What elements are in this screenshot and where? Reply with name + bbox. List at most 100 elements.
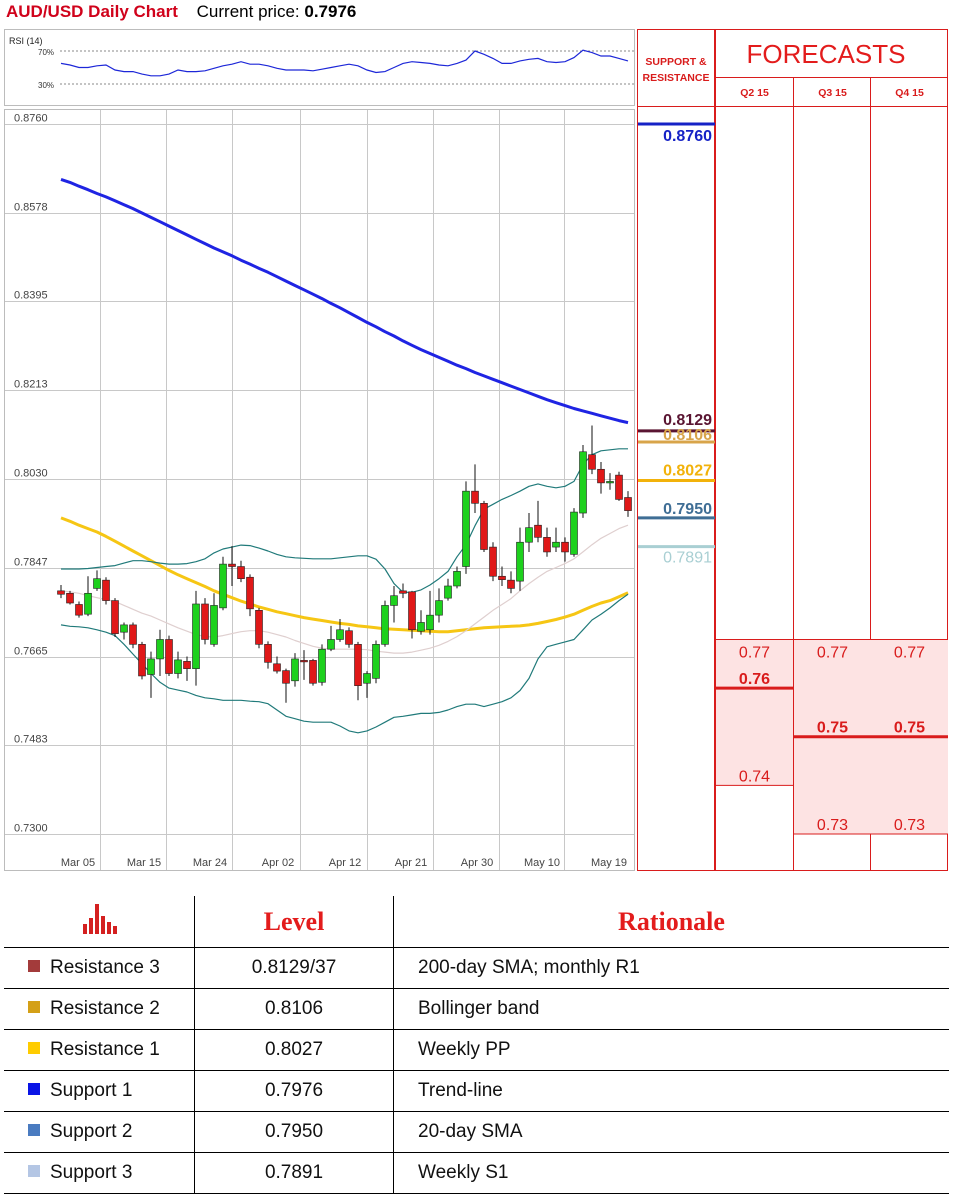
row-name: Resistance 1 [50, 1039, 160, 1060]
candle [273, 663, 281, 672]
chart-title: AUD/USD Daily Chart Current price: 0.797… [6, 2, 356, 22]
levels-table: Level Rationale Resistance 3 0.8129/37 200… [4, 896, 949, 1194]
forecast-mid-value: 0.75 [817, 720, 848, 737]
y-tick-label: 0.8395 [14, 290, 48, 302]
sr-column [637, 29, 715, 871]
candle [57, 590, 65, 595]
price-label: Current price: [196, 2, 300, 21]
forecast-low-value: 0.73 [894, 817, 925, 834]
row-name-cell: Resistance 1 [4, 1029, 195, 1071]
row-name-cell: Resistance 3 [4, 947, 195, 989]
sr-level-label: 0.7950 [663, 501, 712, 518]
forecast-quarter-label: Q4 15 [895, 87, 924, 99]
row-name-cell: Resistance 2 [4, 988, 195, 1030]
row-level: 0.7976 [194, 1070, 394, 1112]
forecast-title: FORECASTS [747, 39, 906, 69]
row-name-cell: Support 1 [4, 1070, 195, 1112]
candle [93, 578, 101, 589]
table-row: Resistance 1 0.8027 Weekly PP [4, 1029, 949, 1071]
level-swatch [28, 1041, 40, 1054]
candle [300, 660, 308, 663]
candle [534, 524, 542, 538]
candle [570, 511, 578, 555]
candle [246, 576, 254, 610]
y-tick-label: 0.7300 [14, 823, 48, 835]
candle [444, 585, 452, 599]
forecast-high-value: 0.77 [817, 644, 848, 661]
row-rationale: Trend-line [393, 1070, 949, 1112]
table-row: Support 1 0.7976 Trend-line [4, 1070, 949, 1112]
row-level: 0.7950 [194, 1111, 394, 1153]
candle [138, 644, 146, 677]
row-name: Support 3 [50, 1162, 133, 1183]
table-row: Resistance 3 0.8129/37 200-day SMA; monthl… [4, 947, 949, 989]
candle [282, 670, 290, 684]
price-panel [4, 109, 635, 871]
row-level: 0.8027 [194, 1029, 394, 1071]
candle [84, 592, 92, 615]
header-rationale: Rationale [393, 896, 949, 948]
forecast-range [716, 639, 793, 786]
x-tick-label: Mar 24 [193, 857, 227, 869]
candle [210, 605, 218, 645]
forecast-low-value: 0.74 [739, 768, 770, 785]
y-tick-label: 0.8578 [14, 202, 48, 214]
forecast-panel [715, 29, 948, 871]
candle [390, 595, 398, 606]
x-tick-label: May 10 [524, 857, 560, 869]
sr-level-label: 0.8760 [663, 128, 712, 145]
candle [372, 644, 380, 679]
candle [66, 592, 74, 604]
candle [498, 575, 506, 580]
row-name: Resistance 2 [50, 998, 160, 1019]
candle [588, 454, 596, 470]
row-rationale: Bollinger band [393, 988, 949, 1030]
forecast-quarter-label: Q2 15 [740, 87, 769, 99]
x-tick-label: Apr 02 [262, 857, 294, 869]
table-row: Support 3 0.7891 Weekly S1 [4, 1152, 949, 1194]
sr-header-2: RESISTANCE [643, 72, 710, 84]
candle [507, 579, 515, 589]
series-line [60, 516, 629, 634]
candle [228, 563, 236, 567]
row-level: 0.8129/37 [194, 947, 394, 989]
row-rationale: Weekly S1 [393, 1152, 949, 1194]
forecast-mid-value: 0.76 [739, 671, 770, 688]
x-tick-label: Mar 15 [127, 857, 161, 869]
y-tick-label: 0.8030 [14, 468, 48, 480]
candle [417, 622, 425, 632]
forecast-high-value: 0.77 [894, 644, 925, 661]
forecast-low-value: 0.73 [817, 817, 848, 834]
candle [75, 604, 83, 616]
candle [264, 644, 272, 663]
x-tick-label: May 19 [591, 857, 627, 869]
candle [480, 503, 488, 550]
rsi-70-label: 70% [38, 48, 54, 57]
candle [219, 563, 227, 609]
candle [453, 571, 461, 587]
candle [354, 644, 362, 686]
series-line [60, 524, 629, 654]
candle [471, 490, 479, 504]
series-line [61, 448, 628, 593]
sr-level-label: 0.7891 [663, 550, 712, 567]
candle [165, 639, 173, 674]
forecast-quarter-label: Q3 15 [818, 87, 847, 99]
candle [543, 537, 551, 553]
candle [192, 603, 200, 669]
candle [291, 658, 299, 682]
sr-level-label: 0.8027 [663, 462, 712, 479]
x-tick-label: Apr 12 [329, 857, 361, 869]
candle [129, 624, 137, 645]
candle [201, 603, 209, 640]
level-swatch [28, 1082, 40, 1095]
series-line [60, 593, 629, 734]
forecast-high-value: 0.77 [739, 644, 770, 661]
candle [525, 527, 533, 543]
candle [237, 566, 245, 579]
candle [561, 541, 569, 553]
bar-chart-icon [83, 904, 117, 934]
table-icon-cell [4, 896, 195, 948]
level-swatch [28, 1123, 40, 1136]
forex-chart: RSI (14) 70% 30% 0.8760 0.8578 0.8395 0.821… [4, 29, 948, 871]
